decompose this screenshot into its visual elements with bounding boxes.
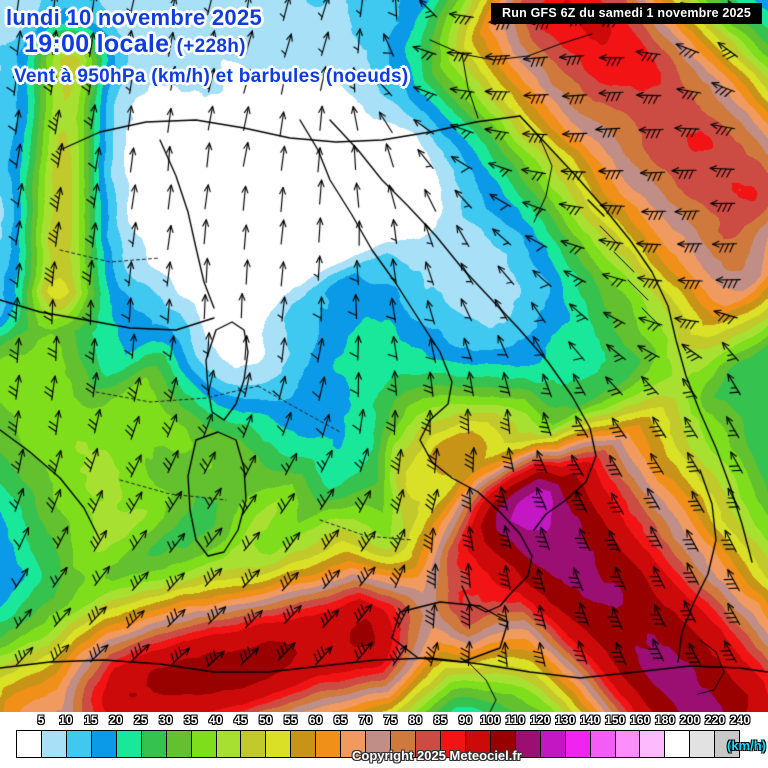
legend-tick-label: 200 <box>680 713 701 727</box>
model-run-badge: Run GFS 6Z du samedi 1 novembre 2025 <box>491 3 762 24</box>
legend-tick-label: 220 <box>705 713 726 727</box>
legend-tick-label: 90 <box>458 713 473 727</box>
legend-swatch <box>440 731 466 757</box>
legend-swatch <box>391 731 416 757</box>
legend-tick-label: 10 <box>59 713 73 727</box>
legend-tick-labels: 5 10 15 20 25 30 35 40 45 50 55 60 65 70 75 80 85 90 100 11… <box>0 712 768 732</box>
legend-swatch <box>590 731 616 757</box>
legend-swatch <box>66 731 92 757</box>
legend-swatch <box>341 731 367 757</box>
legend-tick-label: 160 <box>630 713 651 727</box>
legend-tick-label: 75 <box>383 713 398 727</box>
legend-tick-label: 140 <box>580 713 601 727</box>
legend-color-bar <box>16 730 740 758</box>
wind-speed-map[interactable] <box>0 0 768 712</box>
legend-swatch <box>490 731 516 757</box>
legend-swatch <box>17 731 42 757</box>
legend-tick-label: 40 <box>209 713 223 727</box>
legend-tick-label: 35 <box>184 713 198 727</box>
color-scale-legend: 5 10 15 20 25 30 35 40 45 50 55 60 65 70 75 80 85 90 100 11… <box>0 712 768 768</box>
legend-swatch <box>515 731 541 757</box>
legend-tick-label: 60 <box>308 713 323 727</box>
legend-tick-label: 15 <box>84 713 98 727</box>
legend-swatch <box>690 731 716 757</box>
legend-tick-label: 120 <box>530 713 551 727</box>
legend-swatch <box>166 731 192 757</box>
legend-swatch <box>91 731 117 757</box>
legend-swatch <box>41 731 67 757</box>
legend-tick-label: 100 <box>480 713 501 727</box>
legend-tick-label: 110 <box>505 713 525 727</box>
legend-swatch <box>266 731 292 757</box>
legend-swatch <box>191 731 217 757</box>
legend-swatch <box>316 731 342 757</box>
legend-tick-label: 65 <box>333 713 348 727</box>
legend-swatch <box>366 731 392 757</box>
legend-swatch <box>465 731 491 757</box>
legend-swatch <box>241 731 267 757</box>
legend-swatch <box>216 731 242 757</box>
legend-tick-label: 50 <box>258 713 273 727</box>
legend-swatch <box>715 731 740 757</box>
legend-swatch <box>416 731 441 757</box>
legend-tick-label: 150 <box>605 713 626 727</box>
legend-tick-label: 70 <box>358 713 373 727</box>
legend-tick-label: 20 <box>109 713 123 727</box>
legend-swatch <box>116 731 142 757</box>
legend-tick-label: 55 <box>283 713 298 727</box>
legend-tick-label: 30 <box>159 713 173 727</box>
legend-swatch <box>141 731 167 757</box>
legend-unit-label: (km/h) <box>727 738 766 753</box>
legend-swatch <box>615 731 641 757</box>
copyright-notice: Copyright 2025 Meteociel.fr <box>352 748 522 763</box>
legend-tick-label: 180 <box>655 713 676 727</box>
legend-tick-label: 25 <box>134 713 148 727</box>
legend-swatch <box>291 731 317 757</box>
legend-swatch <box>540 731 566 757</box>
legend-swatch <box>665 731 691 757</box>
legend-tick-label: 45 <box>234 713 248 727</box>
legend-tick-label: 130 <box>555 713 576 727</box>
legend-tick-label: 240 <box>729 713 751 727</box>
legend-tick-label: 85 <box>433 713 448 727</box>
legend-strip: 5 10 15 20 25 30 35 40 45 50 55 60 65 70 75 80 85 90 100 11… <box>0 712 768 768</box>
legend-swatch <box>640 731 666 757</box>
legend-tick-label: 5 <box>37 713 45 727</box>
legend-tick-label: 80 <box>408 713 423 727</box>
legend-swatch <box>565 731 591 757</box>
